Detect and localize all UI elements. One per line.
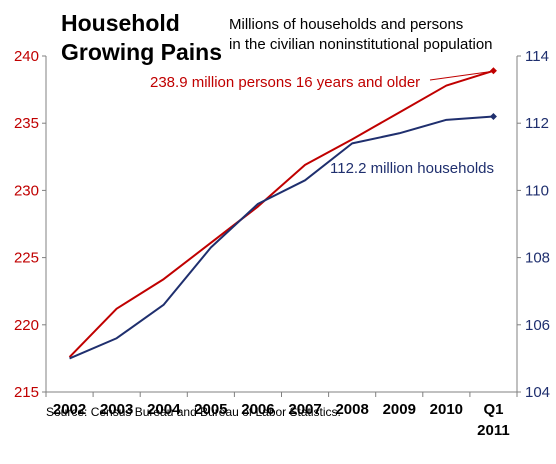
series-label-persons: 238.9 million persons 16 years and older (150, 74, 420, 91)
x-tick-label: Q1 (483, 401, 503, 418)
x-tick-sublabel: 2011 (477, 422, 510, 439)
series-line-households (69, 115, 494, 360)
y-left-tick-label: 240 (14, 48, 39, 65)
y-right-tick-label: 106 (525, 317, 550, 334)
series-label-households: 112.2 million households (330, 160, 494, 177)
series-end-marker (489, 112, 497, 120)
y-right-tick-label: 108 (525, 250, 550, 267)
series-lines (68, 67, 497, 360)
annotations: 238.9 million persons 16 years and older… (150, 71, 494, 177)
leader-line-persons (429, 71, 490, 81)
y-right-tick-label: 112 (525, 115, 549, 132)
x-tick-label: 2005 (194, 401, 227, 418)
series-end-marker (489, 67, 497, 75)
chart-subtitle-line-2: in the civilian noninstitutional populat… (229, 36, 493, 53)
y-right-tick-label: 114 (525, 48, 549, 65)
x-tick-label: 2003 (100, 401, 133, 418)
x-tick-label: 2006 (241, 401, 274, 418)
x-tick-label: 2002 (53, 401, 86, 418)
y-left-tick-label: 220 (14, 317, 39, 334)
y-left-tick-label: 235 (14, 115, 39, 132)
y-right-tick-label: 104 (525, 384, 550, 401)
chart-title-line-1: Household (61, 10, 180, 36)
y-left-tick-label: 215 (14, 384, 39, 401)
x-tick-label: 2010 (430, 401, 463, 418)
x-tick-label: 2008 (335, 401, 368, 418)
series-line-persons (68, 69, 494, 358)
x-tick-label: 2007 (288, 401, 321, 418)
chart-subtitle-line-1: Millions of households and persons (229, 16, 463, 33)
x-tick-label: 2004 (147, 401, 181, 418)
y-left-tick-label: 230 (14, 182, 39, 199)
y-left-tick-label: 225 (14, 250, 39, 267)
chart-title-line-2: Growing Pains (61, 39, 222, 65)
y-right-tick-label: 110 (525, 182, 549, 199)
x-tick-label: 2009 (383, 401, 416, 418)
plot-area: 215 220 225 230 235 240 104 106 108 110 112 114 2002… (14, 48, 550, 439)
source-note: Source: Census Bureau and Bureau of Labo… (46, 405, 341, 419)
